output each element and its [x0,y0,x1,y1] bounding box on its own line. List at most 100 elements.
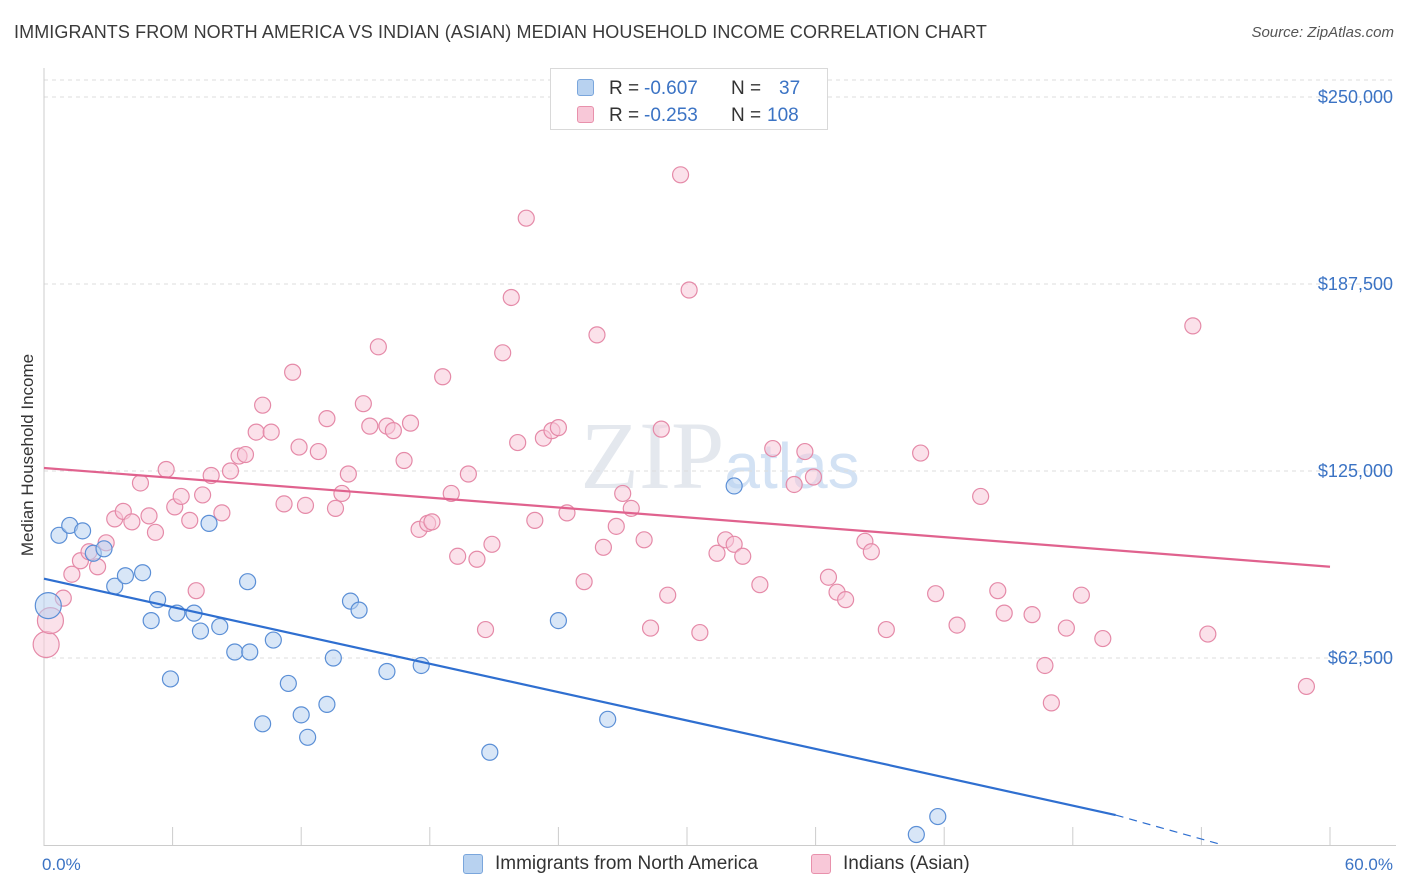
point-indians-asian [635,531,653,549]
point-indians-asian [509,433,527,452]
point-indians-asian [652,420,670,438]
point-indians-asian [194,486,212,504]
legend-row-pink: R = -0.253 N = 108 [551,102,827,128]
point-immigrants-north-america [264,631,282,649]
point-indians-asian [247,423,265,441]
point-immigrants-north-america [50,526,68,544]
point-immigrants-north-america [34,592,62,620]
point-indians-asian [476,620,495,639]
point-indians-asian [594,538,613,556]
point-indians-asian [1072,586,1090,604]
legend-r-label: R = [609,105,640,126]
point-indians-asian [361,417,379,435]
grid-lines [44,79,1396,659]
legend-swatch-pink [577,106,594,123]
chart-title: IMMIGRANTS FROM NORTH AMERICA VS INDIAN … [14,22,987,42]
point-immigrants-north-america [599,710,617,728]
point-indians-asian [423,513,441,531]
point-indians-asian [804,468,823,486]
point-indians-asian [63,565,81,583]
point-immigrants-north-america [549,611,568,630]
point-indians-asian [1057,619,1075,637]
point-indians-asian [912,444,930,462]
legend-r-value: -0.607 [644,78,698,99]
point-indians-asian [1023,606,1041,624]
axes [43,68,1396,846]
point-immigrants-north-america [292,706,310,724]
point-immigrants-north-america [161,670,180,688]
point-immigrants-north-america [133,564,152,582]
point-immigrants-north-america [324,649,342,667]
point-indians-asian [354,395,372,413]
point-indians-asian [877,620,895,639]
point-indians-asian [442,484,460,503]
point-indians-asian [819,568,838,586]
point-immigrants-north-america [239,573,257,591]
point-indians-asian [468,550,486,568]
point-indians-asian [262,423,280,441]
point-indians-asian [395,451,413,470]
legend-swatch-pink [811,854,831,874]
point-indians-asian [764,439,782,458]
series-indians-asian [32,166,1316,712]
point-indians-asian [318,410,336,428]
legend-label-immigrants: Immigrants from North America [495,853,758,874]
point-indians-asian [734,547,752,565]
legend-swatch-blue [463,854,483,874]
legend-n-value: 37 [779,78,801,99]
series-legend: Immigrants from North America Indians (A… [0,852,1406,878]
x-tick-label-max: 60.0% [1345,855,1393,874]
point-immigrants-north-america [481,743,499,761]
point-immigrants-north-america [254,715,272,733]
series-immigrants-north-america [34,477,947,844]
point-indians-asian [607,517,625,535]
y-tick-label: $62,500 [1328,648,1393,668]
point-indians-asian [708,544,726,562]
point-indians-asian [123,513,141,531]
point-indians-asian [927,585,945,603]
point-indians-asian [326,499,345,517]
legend-n-label: N = [731,105,762,126]
point-indians-asian [641,619,660,637]
point-immigrants-north-america [226,643,244,661]
point-indians-asian [1094,629,1112,648]
point-indians-asian [549,419,568,437]
point-indians-asian [796,442,814,461]
point-immigrants-north-america [279,674,297,693]
point-indians-asian [725,535,743,553]
point-immigrants-north-america [299,728,317,746]
trend-lines [43,466,1331,846]
legend-label-indians: Indians (Asian) [843,853,970,874]
point-immigrants-north-america [378,662,396,681]
point-indians-asian [401,414,420,432]
point-indians-asian [384,422,402,440]
point-indians-asian [575,573,593,591]
point-indians-asian [691,623,709,642]
point-immigrants-north-america [318,695,336,713]
point-indians-asian [526,511,544,529]
point-indians-asian [1042,694,1060,712]
point-indians-asian [140,507,158,525]
source-credit: Source: ZipAtlas.com [1251,24,1394,41]
point-indians-asian [785,475,803,494]
legend-n-label: N = [731,78,762,99]
point-indians-asian [751,576,769,594]
point-indians-asian [1036,656,1054,675]
point-indians-asian [972,487,990,506]
point-indians-asian [131,474,150,492]
point-indians-asian [614,484,632,503]
point-indians-asian [837,591,855,609]
point-immigrants-north-america [191,622,210,640]
point-indians-asian [1184,317,1202,335]
point-immigrants-north-america [907,825,925,844]
point-indians-asian [483,535,501,553]
legend-swatch-blue [577,79,594,96]
legend-r-label: R = [609,78,640,99]
point-indians-asian [459,465,477,483]
point-immigrants-north-america [929,807,947,826]
point-immigrants-north-america [350,601,368,619]
point-indians-asian [213,504,231,522]
legend-n-value: 108 [767,105,799,126]
point-indians-asian [290,438,308,456]
point-indians-asian [172,487,190,506]
